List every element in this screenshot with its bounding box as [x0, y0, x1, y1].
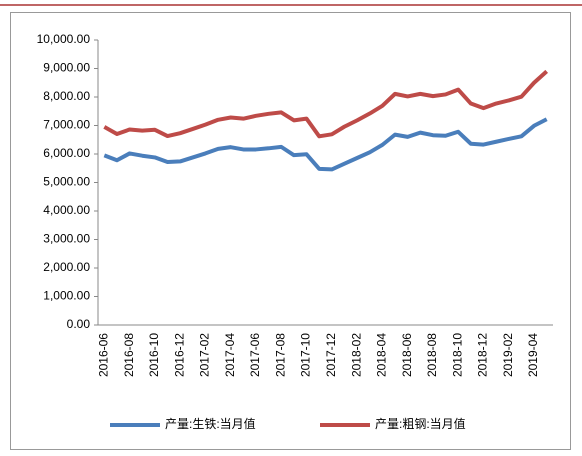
x-tick-label: 2016-12 — [172, 333, 186, 377]
y-tick-label: 9,000.00 — [43, 61, 90, 75]
y-tick-label: 10,000.00 — [37, 32, 91, 46]
y-tick-label: 6,000.00 — [43, 146, 90, 160]
legend-label: 产量:生铁:当月值 — [165, 416, 256, 431]
y-tick-label: 2,000.00 — [43, 260, 90, 274]
y-tick-label: 7,000.00 — [43, 118, 90, 132]
x-tick-label: 2017-06 — [248, 333, 262, 377]
chart-frame — [10, 12, 571, 450]
y-tick-label: 0.00 — [67, 317, 91, 331]
y-tick-label: 3,000.00 — [43, 232, 90, 246]
y-tick-label: 4,000.00 — [43, 203, 90, 217]
series-line — [103, 117, 548, 172]
x-tick-label: 2017-02 — [198, 333, 212, 377]
x-tick-label: 2016-08 — [122, 333, 136, 377]
x-tick-label: 2019-02 — [501, 333, 515, 377]
series-line — [103, 69, 549, 139]
x-tick-label: 2018-06 — [400, 333, 414, 377]
x-tick-label: 2018-10 — [450, 333, 464, 377]
x-tick-label: 2017-08 — [273, 333, 287, 377]
x-tick-label: 2019-04 — [526, 333, 540, 377]
x-tick-label: 2017-12 — [324, 333, 338, 377]
y-tick-label: 1,000.00 — [43, 289, 90, 303]
x-tick-label: 2018-04 — [375, 333, 389, 377]
x-tick-label: 2018-02 — [349, 333, 363, 377]
legend-label: 产量:粗钢:当月值 — [375, 416, 466, 431]
y-tick-label: 5,000.00 — [43, 175, 90, 189]
x-tick-label: 2016-06 — [96, 333, 110, 377]
x-tick-label: 2017-04 — [223, 333, 237, 377]
x-tick-label: 2017-10 — [299, 333, 313, 377]
x-tick-label: 2018-08 — [425, 333, 439, 377]
y-tick-label: 8,000.00 — [43, 89, 90, 103]
x-tick-label: 2016-10 — [147, 333, 161, 377]
x-tick-label: 2018-12 — [476, 333, 490, 377]
